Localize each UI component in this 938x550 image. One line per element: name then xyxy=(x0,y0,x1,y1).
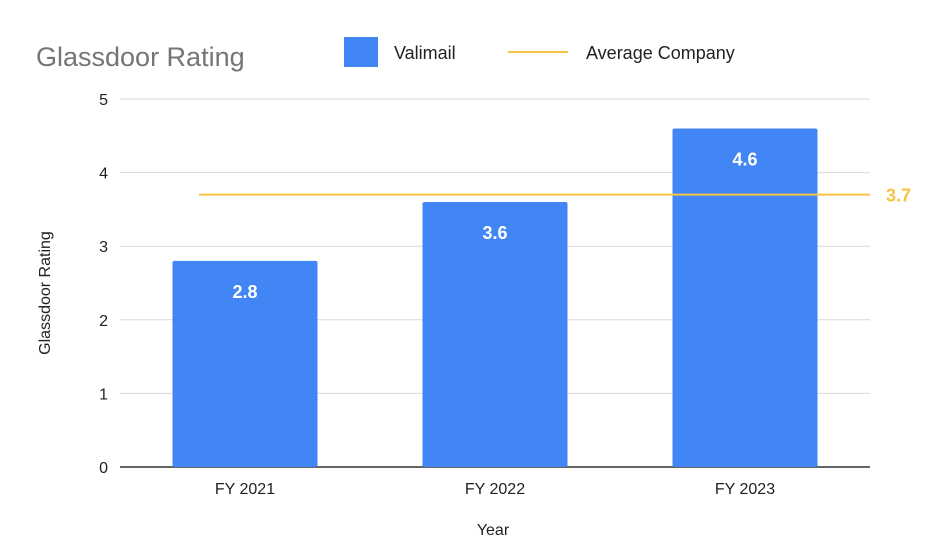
average-company-label: 3.7 xyxy=(886,186,911,206)
y-tick-label: 1 xyxy=(99,386,108,403)
bars xyxy=(172,128,818,468)
chart-title: Glassdoor Rating xyxy=(36,42,245,72)
y-tick-labels: 0 1 2 3 4 5 xyxy=(99,92,108,477)
x-tick-labels: FY 2021 FY 2022 FY 2023 xyxy=(215,481,775,498)
legend-swatch-valimail xyxy=(344,37,378,67)
y-tick-label: 3 xyxy=(99,239,108,256)
bar xyxy=(172,260,318,467)
x-axis-title: Year xyxy=(477,522,510,539)
bar-value-label: 3.6 xyxy=(482,223,507,243)
legend: Valimail Average Company xyxy=(344,37,735,67)
x-tick-label: FY 2021 xyxy=(215,481,275,498)
y-tick-label: 0 xyxy=(99,460,108,477)
legend-label-valimail: Valimail xyxy=(394,43,456,63)
bar-labels: 2.8 3.6 4.6 xyxy=(232,149,757,301)
x-tick-label: FY 2022 xyxy=(465,481,525,498)
x-tick-label: FY 2023 xyxy=(715,481,775,498)
y-tick-label: 4 xyxy=(99,166,108,183)
y-tick-label: 5 xyxy=(99,92,108,109)
y-axis-title: Glassdoor Rating xyxy=(37,231,54,355)
bar xyxy=(672,128,818,467)
bar xyxy=(422,202,568,468)
legend-label-average: Average Company xyxy=(586,43,735,63)
bar-value-label: 4.6 xyxy=(732,149,757,169)
bar-value-label: 2.8 xyxy=(232,282,257,302)
reference-line-group: 3.7 xyxy=(199,186,911,206)
y-tick-label: 2 xyxy=(99,313,108,330)
